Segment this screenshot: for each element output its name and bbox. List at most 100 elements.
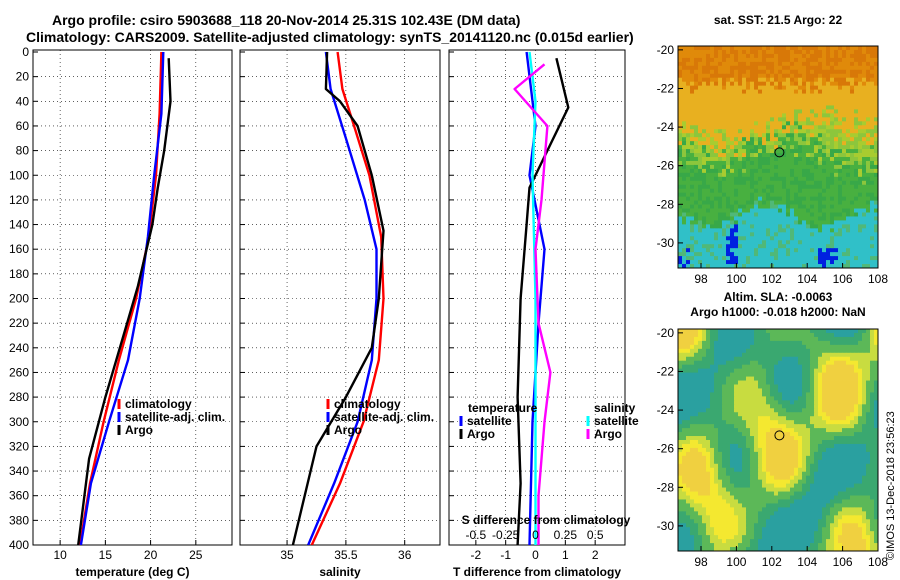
map-cell	[742, 188, 747, 194]
map-cell	[742, 133, 747, 138]
map-cell	[762, 220, 767, 225]
map-cell	[766, 65, 771, 71]
map-cell	[682, 244, 687, 249]
map-cell	[782, 264, 787, 269]
map-cell	[854, 360, 859, 366]
map-cell	[790, 101, 795, 106]
map-cell	[798, 53, 803, 59]
map-cell	[790, 412, 795, 417]
map-cell	[798, 360, 803, 366]
map-cell	[718, 153, 723, 158]
map-cell	[690, 176, 695, 182]
map-cell	[850, 97, 855, 102]
map-cell	[706, 101, 711, 106]
map-cell	[734, 73, 739, 79]
map-cell	[730, 455, 735, 461]
map-cell	[762, 61, 767, 67]
map-cell	[874, 240, 879, 245]
map-cell	[750, 329, 755, 334]
map-cell	[714, 344, 719, 350]
map-cell	[706, 160, 711, 166]
map-cell	[810, 336, 815, 342]
map-cell	[758, 220, 763, 225]
map-cell	[686, 97, 691, 102]
map-cell	[798, 157, 803, 162]
map-cell	[870, 200, 875, 205]
map-cell	[862, 372, 867, 377]
map-cell	[722, 416, 727, 421]
map-cell	[754, 404, 759, 409]
map-cell	[754, 467, 759, 473]
map-cell	[746, 164, 751, 170]
map-cell	[722, 200, 727, 205]
map-cell	[730, 53, 735, 59]
map-cell	[678, 368, 683, 373]
map-cell	[782, 65, 787, 71]
map-cell	[714, 471, 719, 477]
x-tick-label: 10	[53, 548, 67, 562]
map-cell	[814, 216, 819, 221]
map-cell	[754, 329, 759, 334]
map-cell	[682, 208, 687, 213]
map-cell	[766, 455, 771, 461]
series-line-salinity-argo	[513, 63, 552, 545]
map-cell	[746, 145, 751, 150]
map-cell	[858, 81, 863, 87]
map-cell	[842, 336, 847, 342]
map-cell	[718, 329, 723, 334]
map-cell	[762, 352, 767, 358]
map-cell	[678, 256, 683, 261]
map-cell	[870, 376, 875, 381]
map-cell	[722, 93, 727, 98]
map-cell	[686, 180, 691, 186]
map-cell	[734, 376, 739, 381]
map-cell	[682, 85, 687, 90]
map-cell	[866, 65, 871, 71]
map-cell	[814, 61, 819, 67]
map-cell	[778, 332, 783, 338]
map-cell	[774, 424, 779, 429]
map-cell	[806, 436, 811, 441]
map-cell	[690, 447, 695, 453]
map-cell	[826, 396, 831, 401]
map-cell	[826, 400, 831, 405]
map-cell	[782, 356, 787, 362]
map-cell	[778, 125, 783, 130]
map-cell	[734, 336, 739, 342]
map-cell	[862, 105, 867, 110]
map-cell	[750, 256, 755, 261]
map-cell	[682, 224, 687, 229]
map-cell	[794, 408, 799, 413]
map-cell	[706, 164, 711, 170]
map-cell	[846, 125, 851, 130]
map-cell	[790, 475, 795, 481]
map-cell	[866, 97, 871, 102]
map-cell	[686, 416, 691, 421]
map-cell	[702, 164, 707, 170]
map-cell	[742, 432, 747, 437]
map-cell	[734, 57, 739, 63]
map-cell	[798, 212, 803, 217]
map-cell	[830, 463, 835, 469]
map-cell	[794, 168, 799, 174]
map-cell	[710, 113, 715, 118]
map-cell	[758, 176, 763, 182]
map-cell	[774, 475, 779, 481]
map-cell	[698, 392, 703, 397]
map-cell	[706, 396, 711, 401]
map-cell	[810, 463, 815, 469]
map-cell	[826, 332, 831, 338]
map-cell	[818, 180, 823, 186]
map-cell	[694, 53, 699, 59]
map-cell	[726, 412, 731, 417]
map-cell	[818, 344, 823, 350]
map-cell	[750, 97, 755, 102]
map-cell	[718, 400, 723, 405]
map-cell	[686, 340, 691, 346]
map-cell	[762, 113, 767, 118]
map-cell	[750, 372, 755, 377]
map-cell	[754, 232, 759, 237]
map-cell	[862, 396, 867, 401]
map-cell	[814, 364, 819, 370]
map-cell	[690, 443, 695, 449]
